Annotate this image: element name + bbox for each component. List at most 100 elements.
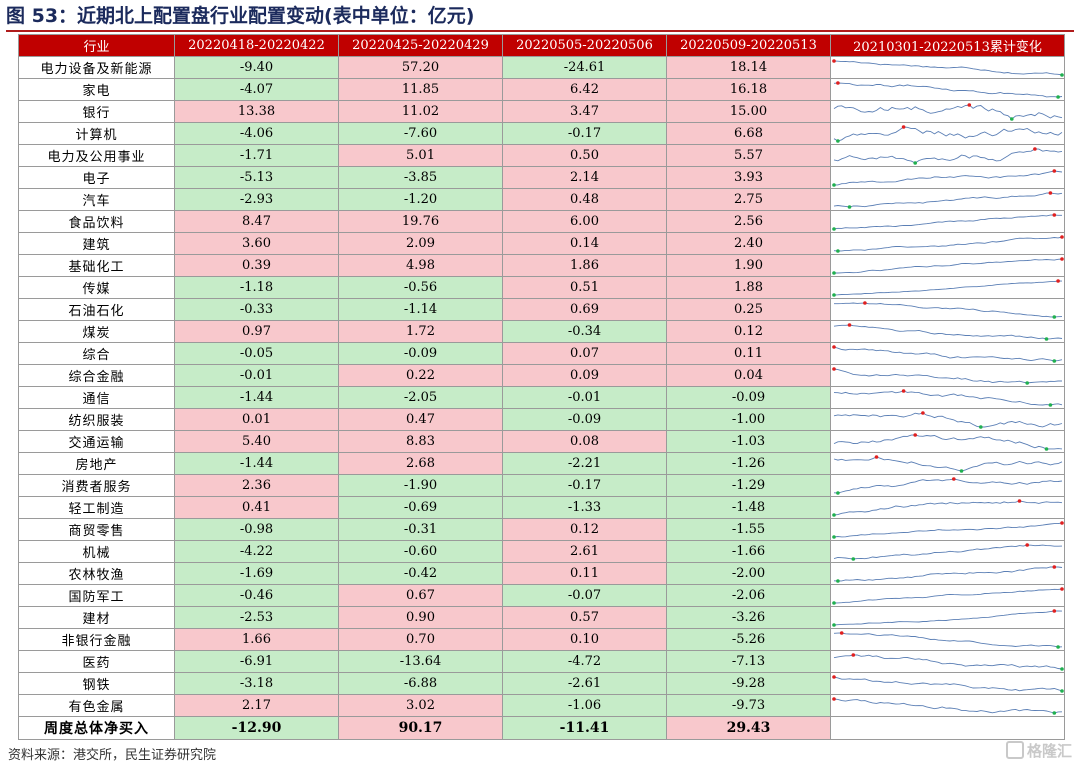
sparkline-chart [832,279,1063,297]
sparkline-chart [832,59,1064,77]
industry-name: 建筑 [18,232,175,255]
sparkline-line [833,236,1063,252]
sparkline-max-marker [847,323,852,327]
value-cell: -0.42 [338,562,503,585]
value-cell: -4.72 [502,650,667,673]
value-cell: 5.01 [338,144,503,167]
value-cell: 0.67 [338,584,503,607]
sparkline-max-marker [863,301,867,305]
value-cell: 8.47 [174,210,339,233]
total-label: 周度总体净买入 [18,716,175,740]
value-cell: -1.90 [338,474,503,497]
value-cell: -9.28 [666,672,831,695]
value-cell: -2.53 [174,606,339,629]
cumulative-sparkline-cell [830,298,1065,321]
cumulative-sparkline-cell [830,430,1065,453]
sparkline-chart [833,125,1063,143]
value-cell: 0.12 [502,518,667,541]
sparkline-chart [832,499,1063,517]
cumulative-sparkline-cell [830,342,1065,365]
value-cell: -2.93 [174,188,339,211]
value-cell: -1.33 [502,496,667,519]
sparkline-min-marker [836,139,840,143]
table-row: 农林牧渔 -1.69 -0.42 0.11 -2.00 [18,562,1065,585]
industry-name: 轻工制造 [18,496,175,519]
sparkline-chart [833,455,1063,473]
value-cell: -0.98 [174,518,339,541]
value-cell: -7.60 [338,122,503,145]
industry-name: 基础化工 [18,254,175,277]
sparkline-min-marker [959,469,964,473]
header-industry: 行业 [18,34,175,57]
table-row: 电力设备及新能源 -9.40 57.20 -24.61 18.14 [18,56,1065,79]
sparkline-line [833,390,1063,406]
table-row: 传媒 -1.18 -0.56 0.51 1.88 [18,276,1065,299]
industry-name: 有色金属 [18,694,175,717]
table-row: 消费者服务 2.36 -1.90 -0.17 -1.29 [18,474,1065,497]
value-cell: -3.85 [338,166,503,189]
value-cell: 0.47 [338,408,503,431]
industry-name: 食品饮料 [18,210,175,233]
table-row: 基础化工 0.39 4.98 1.86 1.90 [18,254,1065,277]
sparkline-line [833,698,1063,714]
cumulative-sparkline-cell [830,496,1065,519]
value-cell: 3.93 [666,166,831,189]
value-cell: -0.17 [502,474,667,497]
value-cell: 18.14 [666,56,831,79]
industry-name: 交通运输 [18,430,175,453]
sparkline-chart [832,213,1062,231]
sparkline-min-marker [1010,117,1014,121]
value-cell: -1.66 [666,540,831,563]
sparkline-max-marker [1033,147,1037,151]
sparkline-line [833,654,1063,670]
industry-name: 非银行金融 [18,628,175,651]
sparkline-line [833,544,1063,560]
sparkline-chart [833,191,1063,209]
sparkline-line [833,522,1063,538]
table-row: 机械 -4.22 -0.60 2.61 -1.66 [18,540,1065,563]
value-cell: 2.68 [338,452,503,475]
industry-name: 纺织服装 [18,408,175,431]
value-cell: -0.09 [666,386,831,409]
cumulative-sparkline-cell [830,474,1065,497]
cumulative-sparkline-cell [830,672,1065,695]
value-cell: 0.70 [338,628,503,651]
value-cell: 0.11 [502,562,667,585]
industry-name: 传媒 [18,276,175,299]
sparkline-chart [833,103,1063,121]
value-cell: -4.22 [174,540,339,563]
table-row: 通信 -1.44 -2.05 -0.01 -0.09 [18,386,1065,409]
sparkline-min-marker [1044,337,1049,341]
sparkline-line [833,588,1063,604]
industry-name: 银行 [18,100,175,123]
cumulative-sparkline-cell [830,210,1065,233]
value-cell: 0.69 [502,298,667,321]
header-cumulative: 20210301-20220513累计变化 [830,34,1065,57]
sparkline-max-marker [921,411,925,415]
table-row: 钢铁 -3.18 -6.88 -2.61 -9.28 [18,672,1065,695]
cumulative-sparkline-cell [830,562,1065,585]
cumulative-sparkline-cell [830,276,1065,299]
value-cell: -0.17 [502,122,667,145]
sparkline-max-marker [874,455,879,459]
total-value-4: 29.43 [666,716,831,740]
value-cell: 0.11 [666,342,831,365]
industry-name: 国防军工 [18,584,175,607]
sparkline-line [833,566,1063,582]
value-cell: 1.72 [338,320,503,343]
value-cell: -3.26 [666,606,831,629]
sparkline-min-marker [1052,711,1057,715]
sparkline-chart [833,411,1063,429]
sparkline-min-marker [1044,447,1049,451]
value-cell: 5.57 [666,144,831,167]
sparkline-chart [832,169,1063,187]
industry-name: 医药 [18,650,175,673]
sparkline-max-marker [832,345,836,349]
cumulative-sparkline-cell [830,606,1065,629]
industry-name: 综合 [18,342,175,365]
value-cell: 6.42 [502,78,667,101]
value-cell: -1.03 [666,430,831,453]
value-cell: -9.40 [174,56,339,79]
value-cell: 6.68 [666,122,831,145]
value-cell: -1.00 [666,408,831,431]
